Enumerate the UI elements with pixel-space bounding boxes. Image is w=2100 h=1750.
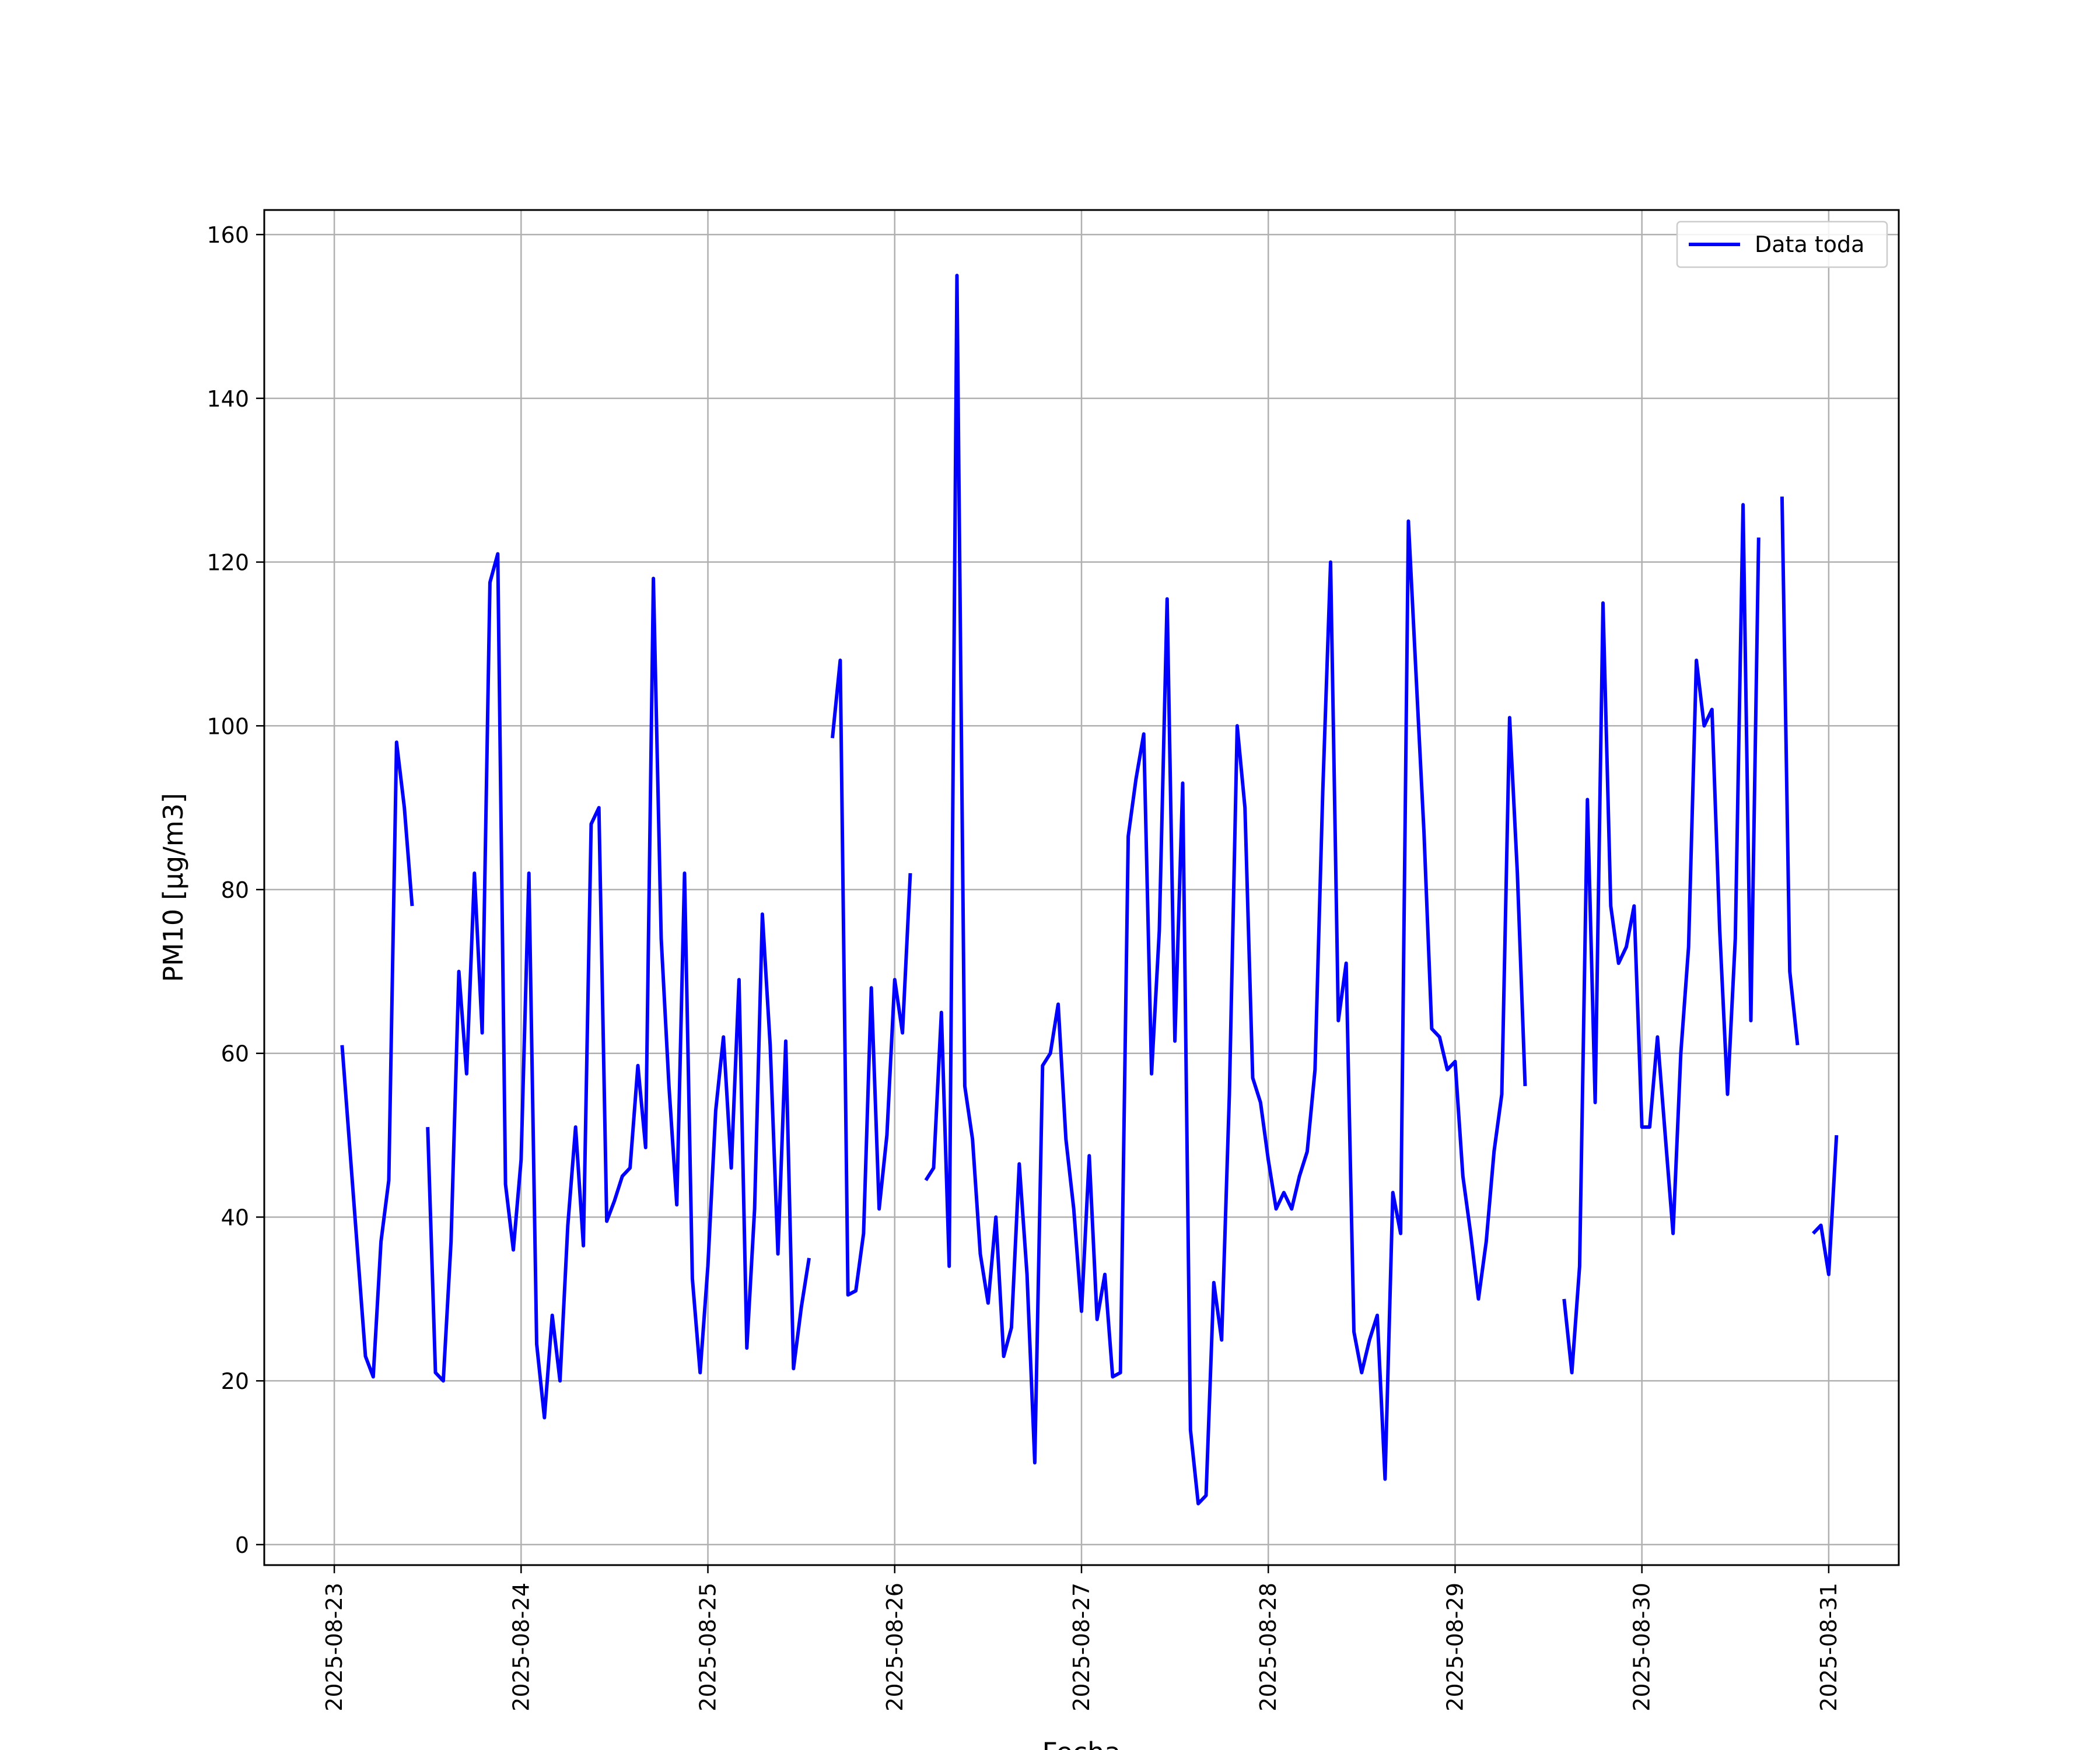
series-line-segment (426, 552, 811, 1420)
series-line-segment (924, 274, 1527, 1506)
series-lines (340, 274, 1839, 1506)
legend-label-data-toda: Data toda (1755, 232, 1864, 257)
series-line-segment (831, 659, 912, 1297)
series-line-segment (1780, 496, 1800, 1046)
y-tick-label: 100 (206, 713, 249, 739)
y-tick-label: 60 (221, 1041, 249, 1067)
legend: Data toda (1676, 220, 1888, 268)
x-tick-label: 2025-08-28 (1255, 1583, 1281, 1712)
y-axis-label: PM10 [μg/m3] (158, 793, 189, 982)
x-tick-label: 2025-08-27 (1069, 1583, 1094, 1712)
x-axis: 2025-08-23 2025-08-24 2025-08-25 2025-08-26… (321, 1565, 1842, 1712)
x-tick-label: 2025-08-30 (1629, 1583, 1655, 1712)
x-tick-label: 2025-08-31 (1816, 1583, 1842, 1712)
y-tick-label: 160 (206, 222, 249, 248)
legend-box (1676, 220, 1888, 268)
x-axis-label: Fecha (1042, 1737, 1121, 1750)
x-tick-label: 2025-08-24 (508, 1583, 534, 1712)
series-line-segment (1562, 503, 1760, 1375)
x-tick-label: 2025-08-29 (1442, 1583, 1468, 1712)
series-line-segment (340, 740, 414, 1379)
y-axis: 0 20 40 60 80 100 120 140 160 (206, 222, 264, 1558)
series-line-segment (1812, 1135, 1839, 1276)
y-tick-label: 80 (221, 877, 249, 903)
x-tick-label: 2025-08-25 (695, 1583, 721, 1712)
y-tick-label: 40 (221, 1205, 249, 1230)
y-tick-label: 140 (206, 386, 249, 412)
x-tick-label: 2025-08-23 (321, 1583, 347, 1712)
y-tick-label: 0 (235, 1532, 249, 1558)
grid-lines (264, 210, 1899, 1565)
x-tick-label: 2025-08-26 (882, 1583, 908, 1712)
y-tick-label: 20 (221, 1368, 249, 1394)
y-tick-label: 120 (206, 550, 249, 576)
